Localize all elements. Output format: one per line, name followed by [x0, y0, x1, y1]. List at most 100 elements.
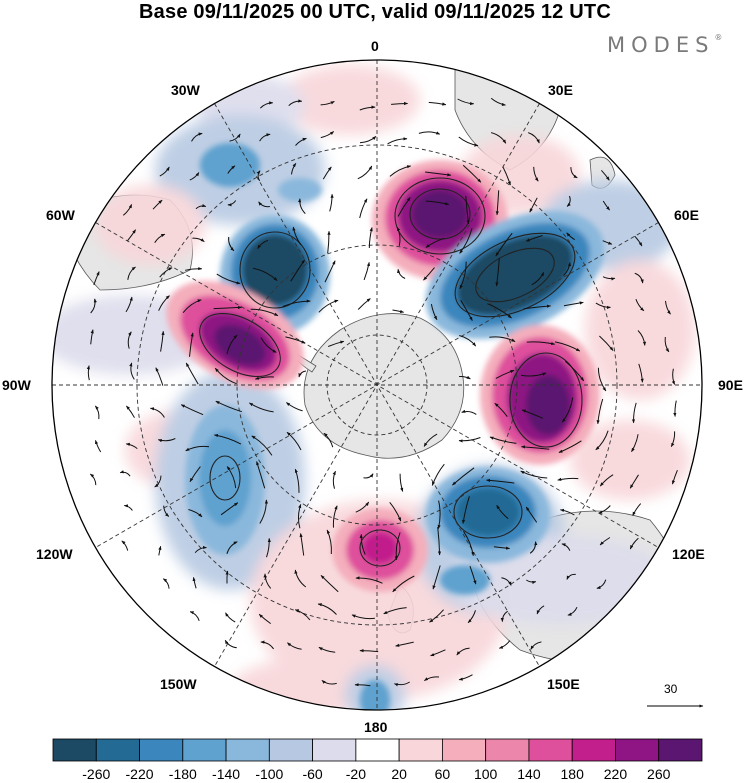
- wind-vector: [469, 566, 477, 585]
- wind-vector: [490, 132, 507, 144]
- wind-vector: [601, 169, 610, 181]
- wind-vector: [560, 508, 575, 516]
- wind-vector: [286, 402, 303, 412]
- wind-vector: [323, 432, 334, 448]
- wind-vector: [394, 681, 410, 687]
- wind-vector: [557, 477, 579, 481]
- wind-vector: [298, 370, 307, 378]
- wind-vector: [295, 137, 307, 146]
- wind-vector: [227, 200, 237, 207]
- wind-vector: [214, 367, 237, 385]
- wind-vector: [216, 273, 241, 285]
- wind-vector: [185, 362, 199, 385]
- wind-vector: [297, 198, 306, 214]
- wind-vector: [258, 201, 270, 208]
- wind-vector: [154, 233, 166, 243]
- lon-label-150w: 150W: [160, 676, 197, 692]
- wind-vector: [363, 262, 371, 281]
- wind-vector: [229, 133, 241, 142]
- wind-vector: [389, 501, 402, 522]
- wind-vector: [251, 435, 273, 456]
- wind-vector: [287, 642, 302, 650]
- wind-vector: [456, 647, 470, 656]
- wind-vector: [160, 330, 165, 352]
- wind-vector: [429, 609, 444, 623]
- wind-vector: [595, 430, 609, 451]
- wind-vector: [191, 132, 203, 142]
- wind-vector: [495, 369, 515, 379]
- wind-vector: [228, 236, 235, 252]
- wind-vector: [288, 99, 303, 107]
- wind-vector: [318, 299, 339, 313]
- wind-vector: [387, 137, 408, 145]
- wind-vector: [226, 334, 238, 355]
- lon-label-180: 180: [364, 719, 388, 735]
- lon-label-90e: 90E: [718, 377, 743, 393]
- wind-vector: [259, 133, 271, 142]
- wind-vector: [566, 573, 576, 580]
- wind-vector: [357, 298, 371, 310]
- wind-vector: [226, 466, 237, 489]
- wind-vector: [320, 575, 339, 593]
- wind-vector: [437, 500, 441, 529]
- wind-vector: [286, 431, 302, 451]
- wind-vector: [294, 609, 311, 621]
- wind-vector: [260, 640, 275, 650]
- wind-vector: [94, 440, 102, 453]
- wind-vector: [525, 506, 538, 523]
- wind-vector: [320, 100, 335, 106]
- colorbar-tick-label: -60: [302, 766, 323, 782]
- wind-vector: [359, 105, 376, 111]
- wind-vector: [500, 610, 508, 622]
- wind-vector: [354, 683, 371, 687]
- wind-vector: [423, 433, 438, 447]
- wind-vector: [490, 97, 506, 107]
- wind-vector: [188, 509, 203, 518]
- wind-vector: [250, 308, 279, 317]
- wind-vector: [595, 302, 611, 309]
- lon-label-60e: 60E: [674, 207, 699, 223]
- wind-vector: [418, 131, 441, 135]
- wind-vector: [430, 649, 446, 657]
- wind-vector: [159, 166, 170, 177]
- wind-vector: [215, 400, 242, 413]
- wind-vector: [162, 578, 170, 589]
- wind-vector: [127, 331, 132, 349]
- wind-vector: [394, 532, 401, 561]
- wind-vector: [599, 537, 611, 546]
- wind-vector: [424, 676, 440, 682]
- wind-vector: [459, 375, 471, 380]
- wind-vector: [528, 132, 540, 144]
- wind-vector: [119, 470, 131, 477]
- wind-vector: [357, 165, 373, 180]
- wind-vector: [664, 336, 670, 353]
- wind-vector: [194, 545, 207, 554]
- lon-label-30e: 30E: [548, 82, 573, 98]
- wind-vector: [359, 198, 368, 219]
- wind-vector: [259, 499, 269, 524]
- wind-vector: [159, 267, 173, 278]
- wind-vector: [526, 341, 556, 346]
- wind-vector: [602, 276, 616, 281]
- wind-vector: [425, 237, 445, 248]
- wind-vector: [520, 470, 548, 479]
- wind-vector: [224, 639, 237, 649]
- wind-vector: [597, 367, 607, 392]
- wind-vector: [332, 470, 336, 489]
- wind-vector: [520, 372, 547, 377]
- wind-vector: [634, 235, 643, 247]
- colorbar-tick-label: 140: [517, 766, 541, 782]
- wind-vector: [152, 199, 163, 210]
- wind-vector: [317, 603, 337, 615]
- wind-vector: [673, 400, 677, 417]
- wind-vector: [529, 197, 538, 213]
- wind-vector: [425, 171, 452, 177]
- wind-vector: [257, 239, 269, 249]
- wind-vector: [486, 478, 515, 484]
- wind-vector: [86, 365, 90, 381]
- wind-vector: [526, 579, 537, 585]
- wind-vector: [467, 610, 476, 624]
- wind-vector: [536, 605, 545, 615]
- wind-vector: [321, 680, 337, 685]
